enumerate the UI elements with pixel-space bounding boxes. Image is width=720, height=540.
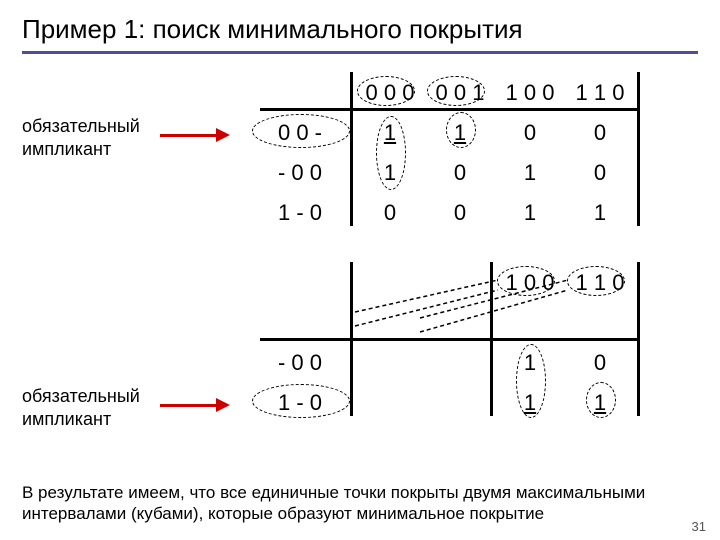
t1-c03: 0 xyxy=(570,120,630,146)
t2-oval-c11 xyxy=(586,382,616,418)
t1-hdr-3: 1 1 0 xyxy=(565,80,635,106)
t1-oval-row0 xyxy=(252,114,350,148)
t2-oval-h1 xyxy=(567,266,625,296)
t1-vbar-r xyxy=(637,72,640,226)
t1-oval-h0 xyxy=(357,76,415,106)
t1-c23: 1 xyxy=(570,200,630,226)
t1-c13: 0 xyxy=(570,160,630,186)
t1-c22: 1 xyxy=(500,200,560,226)
title-rule xyxy=(22,51,698,54)
t1-rl-1: - 0 0 xyxy=(260,160,340,186)
t1-c11: 0 xyxy=(430,160,490,186)
t2-oval-row1 xyxy=(252,384,350,418)
t1-oval-c01 xyxy=(446,112,476,148)
t2-hbar xyxy=(260,338,640,341)
implicant-label-2: обязательныйимпликант xyxy=(22,385,140,430)
t2-c01: 0 xyxy=(570,350,630,376)
t1-hbar xyxy=(260,108,640,111)
page-number: 31 xyxy=(692,519,706,534)
t1-oval-h1 xyxy=(427,76,485,106)
t1-vbar xyxy=(350,72,353,226)
t1-c02: 0 xyxy=(500,120,560,146)
t1-hdr-2: 1 0 0 xyxy=(495,80,565,106)
t1-c20: 0 xyxy=(360,200,420,226)
implicant-label-1: обязательныйимпликант xyxy=(22,115,140,160)
t2-rl-0: - 0 0 xyxy=(260,350,340,376)
footer-text: В результате имеем, что все единичные то… xyxy=(22,482,698,525)
t1-c12: 1 xyxy=(500,160,560,186)
t2-oval-h0 xyxy=(497,266,555,296)
t1-rl-2: 1 - 0 xyxy=(260,200,340,226)
t1-oval-col0 xyxy=(376,116,406,190)
page-title: Пример 1: поиск минимального покрытия xyxy=(0,0,720,51)
t1-c21: 0 xyxy=(430,200,490,226)
t2-oval-col0 xyxy=(516,344,546,418)
